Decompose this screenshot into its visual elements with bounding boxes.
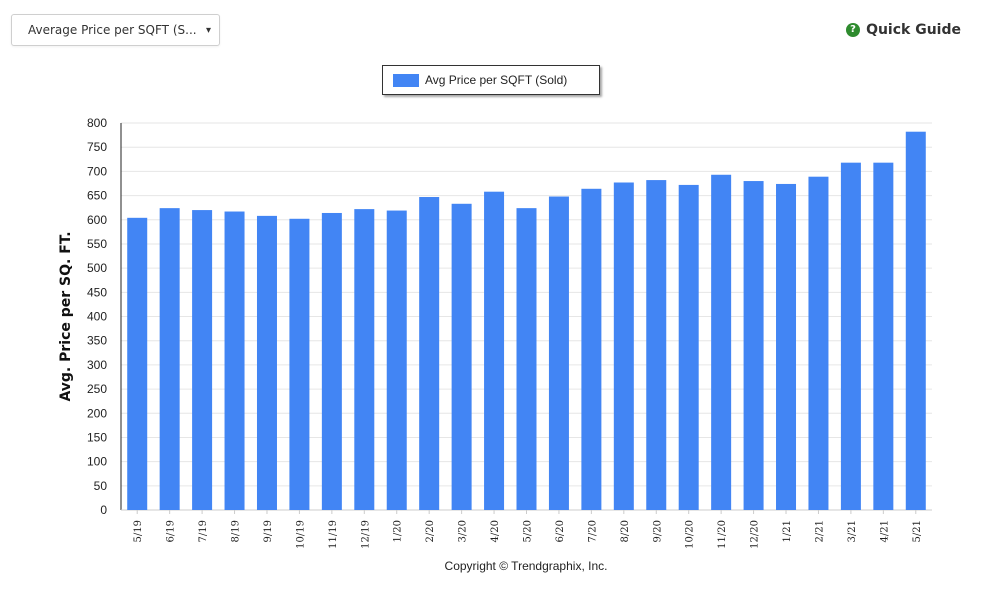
metric-dropdown[interactable]: Average Price per SQFT (S... ▾	[11, 14, 220, 46]
bar	[159, 208, 180, 510]
y-tick-label: 300	[87, 358, 107, 372]
bar	[484, 191, 505, 510]
x-tick-label: 9/20	[652, 520, 663, 542]
x-tick-label: 1/20	[393, 520, 404, 542]
bar	[581, 188, 602, 511]
bar	[321, 212, 342, 511]
y-tick-label: 200	[87, 406, 107, 420]
bar	[192, 210, 213, 510]
x-tick-label: 8/19	[231, 520, 242, 542]
y-tick-label: 400	[87, 310, 107, 324]
x-tick-label: 11/19	[328, 520, 339, 549]
bar	[354, 209, 375, 511]
y-tick-label: 500	[87, 261, 107, 275]
bar	[873, 162, 894, 511]
x-tick-label: 5/20	[523, 520, 534, 542]
bar	[711, 174, 732, 511]
bar	[808, 176, 829, 511]
x-tick-label: 12/20	[750, 520, 761, 549]
y-tick-label: 600	[87, 213, 107, 227]
y-tick-label: 750	[87, 140, 107, 154]
x-tick-label: 7/20	[587, 520, 598, 542]
x-tick-label: 11/20	[717, 520, 728, 549]
x-tick-label: 2/20	[425, 520, 436, 542]
bar	[646, 180, 667, 510]
x-tick-label: 2/21	[814, 520, 825, 542]
x-tick-label: 12/19	[360, 520, 371, 549]
x-tick-label: 9/19	[263, 520, 274, 542]
y-tick-label: 450	[87, 285, 107, 299]
bar	[776, 183, 797, 510]
x-tick-label: 5/21	[912, 520, 923, 542]
metric-dropdown-label: Average Price per SQFT (S...	[28, 23, 197, 37]
bar	[256, 215, 277, 510]
bar	[678, 184, 699, 511]
y-tick-label: 350	[87, 334, 107, 348]
x-tick-label: 3/21	[847, 520, 858, 542]
y-tick-label: 550	[87, 237, 107, 251]
legend-swatch	[393, 73, 419, 87]
bar	[224, 211, 245, 510]
bar	[127, 217, 148, 510]
x-tick-label: 6/19	[166, 520, 177, 542]
bar	[743, 181, 764, 511]
x-tick-label: 3/20	[458, 520, 469, 542]
bar	[419, 197, 440, 511]
x-tick-label: 4/21	[879, 520, 890, 542]
y-tick-label: 150	[87, 430, 107, 444]
y-tick-label: 50	[94, 479, 108, 493]
y-tick-label: 250	[87, 382, 107, 396]
copyright-text: Copyright © Trendgraphix, Inc.	[444, 559, 608, 573]
bar	[451, 203, 472, 510]
quick-guide-label: Quick Guide	[866, 22, 961, 38]
x-tick-label: 7/19	[198, 520, 209, 542]
y-tick-label: 650	[87, 189, 107, 203]
x-tick-label: 5/19	[133, 520, 144, 542]
bar	[516, 208, 537, 510]
quick-guide-link[interactable]: ? Quick Guide	[846, 22, 961, 38]
bar	[548, 196, 569, 510]
y-tick-label: 100	[87, 455, 107, 469]
chevron-down-icon: ▾	[205, 24, 211, 36]
y-tick-label: 700	[87, 164, 107, 178]
y-tick-label: 0	[100, 503, 107, 517]
bar	[840, 162, 861, 511]
bar	[386, 210, 407, 510]
x-tick-label: 1/21	[782, 520, 793, 542]
x-tick-label: 4/20	[490, 520, 501, 542]
y-axis-title: Avg. Price per SQ. FT.	[58, 231, 74, 401]
x-tick-label: 10/20	[685, 520, 696, 549]
chart-legend: Avg Price per SQFT (Sold)	[382, 65, 600, 95]
y-tick-label: 800	[87, 116, 107, 130]
legend-label: Avg Price per SQFT (Sold)	[425, 73, 568, 87]
x-tick-label: 6/20	[555, 520, 566, 542]
x-tick-label: 10/19	[295, 520, 306, 549]
bar	[905, 131, 926, 510]
bar	[289, 218, 310, 510]
x-tick-label: 8/20	[620, 520, 631, 542]
help-icon: ?	[846, 23, 861, 37]
bar	[613, 182, 634, 510]
